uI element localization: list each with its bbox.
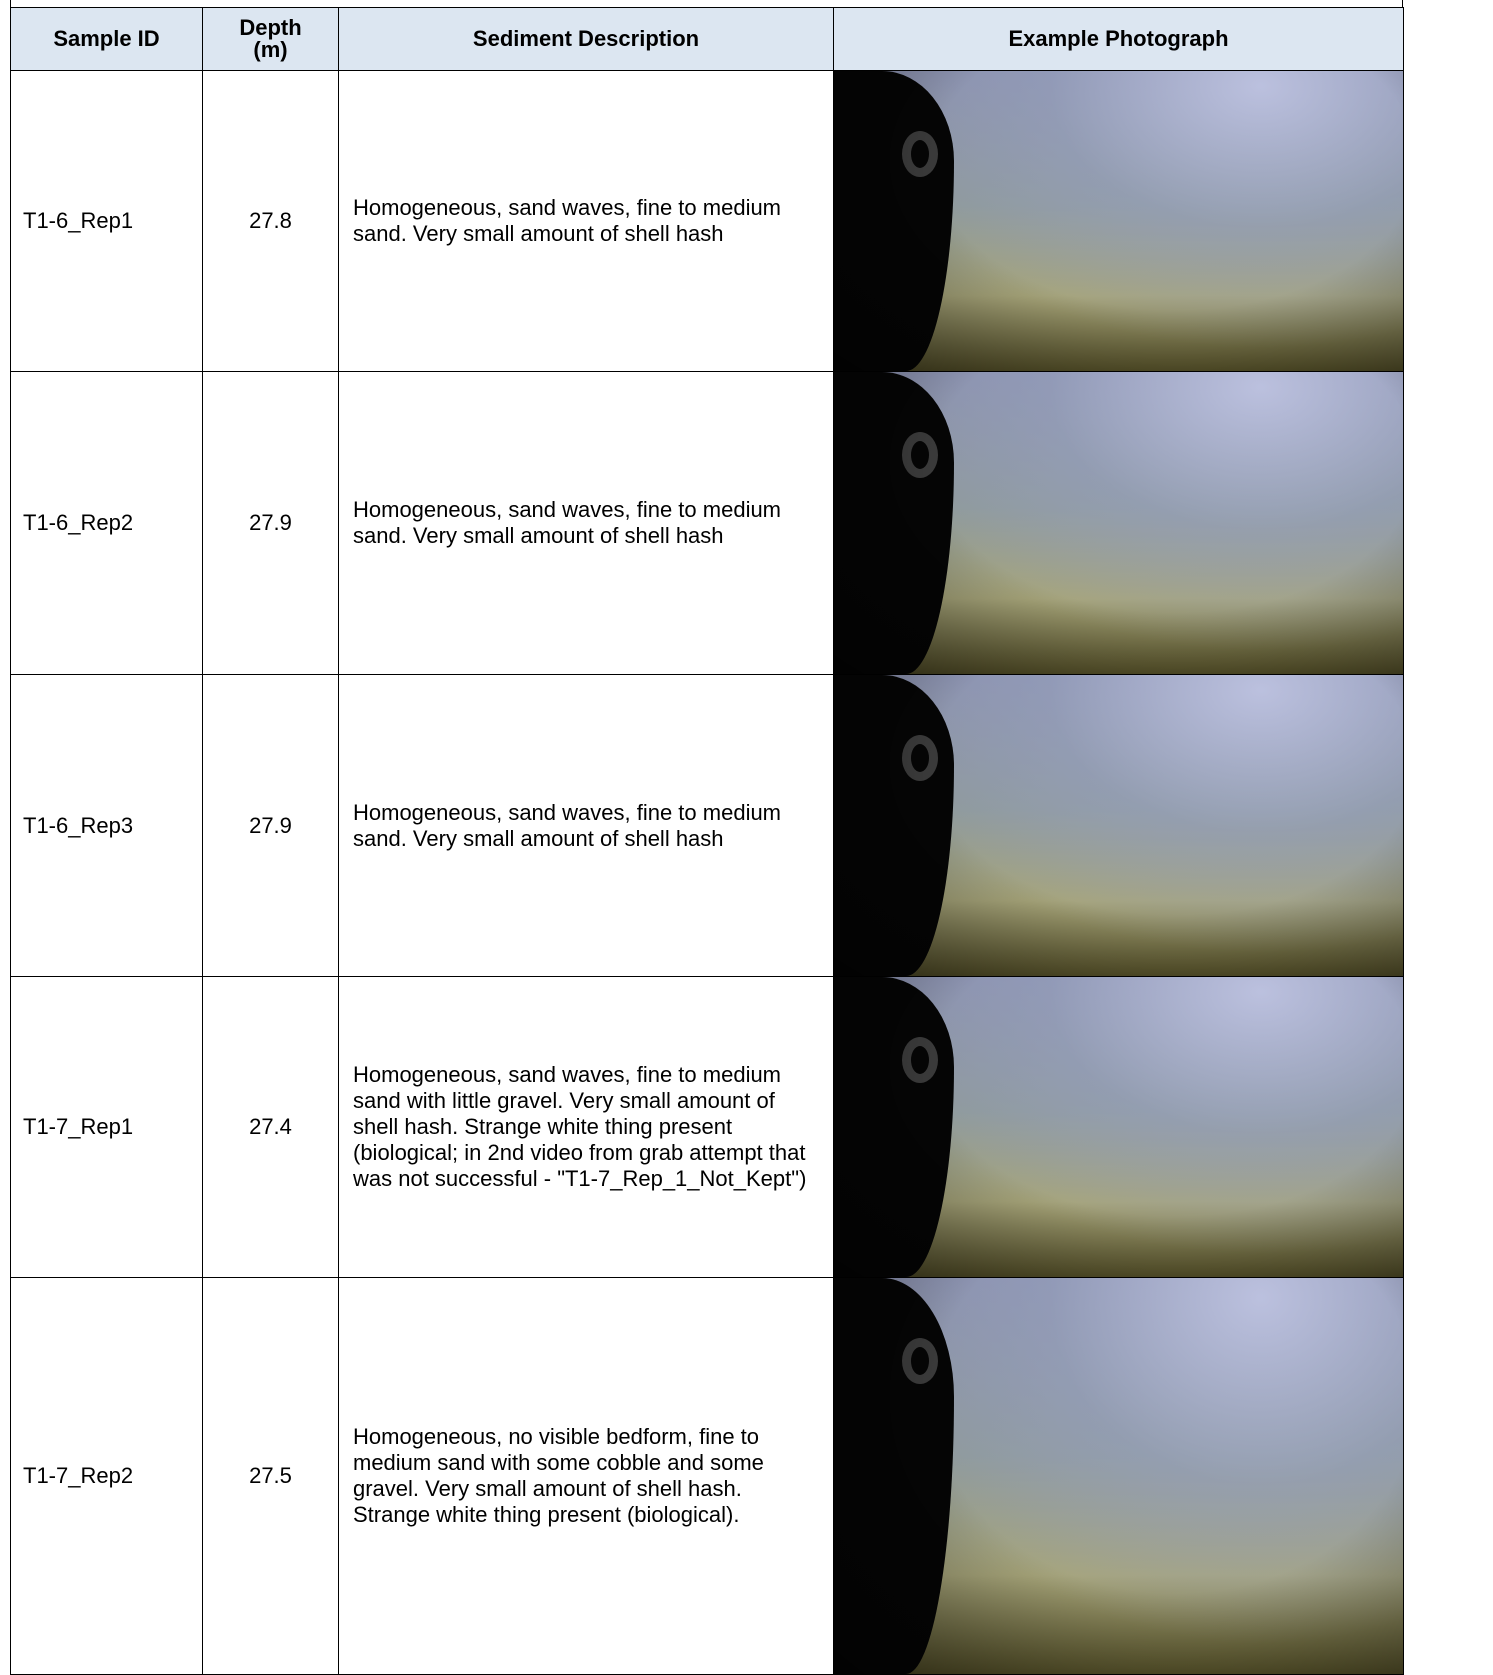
column-header: Example Photograph bbox=[833, 7, 1404, 71]
column-header: Sediment Description bbox=[338, 7, 834, 71]
table-body: T1-6_Rep1 27.8 Homogeneous, sand waves, fi… bbox=[10, 70, 1404, 1675]
sample-table: Sample ID Depth (m) Sediment Description Ex… bbox=[10, 7, 1404, 1675]
column-header: Depth (m) bbox=[202, 7, 339, 71]
sample-id: T1-7_Rep1 bbox=[10, 976, 203, 1278]
depth: 27.9 bbox=[202, 674, 339, 977]
photo-cell bbox=[833, 371, 1404, 675]
photo-cell bbox=[833, 976, 1404, 1278]
description: Homogeneous, sand waves, fine to medium … bbox=[338, 976, 834, 1278]
description: Homogeneous, sand waves, fine to medium … bbox=[338, 674, 834, 977]
sample-id: T1-7_Rep2 bbox=[10, 1277, 203, 1675]
photo-vig bbox=[834, 1278, 1403, 1674]
photograph bbox=[834, 372, 1403, 674]
photograph bbox=[834, 71, 1403, 371]
photo-vig bbox=[834, 977, 1403, 1277]
header-row: Sample ID Depth (m) Sediment Description Ex… bbox=[10, 7, 1404, 71]
table-row: T1-7_Rep1 27.4 Homogeneous, sand waves, fi… bbox=[10, 976, 1404, 1278]
photo-vig bbox=[834, 372, 1403, 674]
photo-cell bbox=[833, 70, 1404, 372]
depth: 27.9 bbox=[202, 371, 339, 675]
photograph bbox=[834, 1278, 1403, 1674]
header-text: Example Photograph bbox=[1008, 26, 1229, 51]
column-header: Sample ID bbox=[10, 7, 203, 71]
depth: 27.8 bbox=[202, 70, 339, 372]
sample-id: T1-6_Rep1 bbox=[10, 70, 203, 372]
table-row: T1-7_Rep2 27.5 Homogeneous, no visible bed… bbox=[10, 1277, 1404, 1675]
table-row: T1-6_Rep3 27.9 Homogeneous, sand waves, fi… bbox=[10, 674, 1404, 977]
photograph bbox=[834, 977, 1403, 1277]
table-row: T1-6_Rep1 27.8 Homogeneous, sand waves, fi… bbox=[10, 70, 1404, 372]
photograph bbox=[834, 675, 1403, 976]
description: Homogeneous, no visible bedform, fine to… bbox=[338, 1277, 834, 1675]
photo-cell bbox=[833, 674, 1404, 977]
table-row: T1-6_Rep2 27.9 Homogeneous, sand waves, fi… bbox=[10, 371, 1404, 675]
depth: 27.5 bbox=[202, 1277, 339, 1675]
sample-id: T1-6_Rep3 bbox=[10, 674, 203, 977]
sample-id: T1-6_Rep2 bbox=[10, 371, 203, 675]
photo-vig bbox=[834, 71, 1403, 371]
description: Homogeneous, sand waves, fine to medium … bbox=[338, 70, 834, 372]
photo-cell bbox=[833, 1277, 1404, 1675]
photo-vig bbox=[834, 675, 1403, 976]
depth: 27.4 bbox=[202, 976, 339, 1278]
header-text: Depth (m) bbox=[239, 15, 302, 62]
header-text: Sediment Description bbox=[472, 26, 700, 51]
header-text: Sample ID bbox=[53, 26, 160, 51]
description: Homogeneous, sand waves, fine to medium … bbox=[338, 371, 834, 675]
